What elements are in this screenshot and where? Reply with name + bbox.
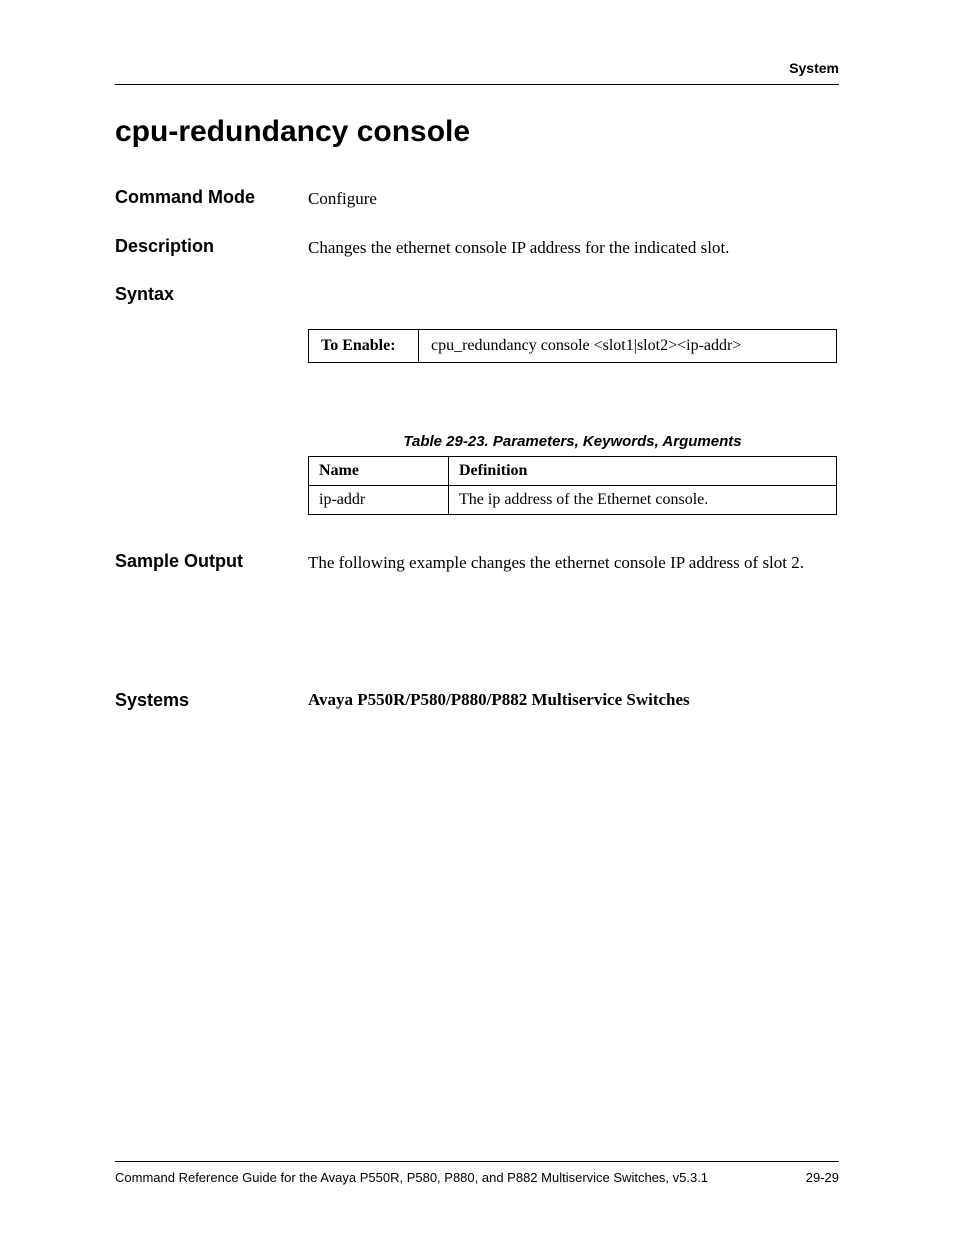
sample-output-value: The following example changes the ethern… [308, 551, 839, 576]
param-table: Name Definition ip-addr The ip address o… [308, 456, 837, 515]
description-label: Description [115, 236, 308, 257]
sample-output-row: Sample Output The following example chan… [115, 551, 839, 576]
param-name-cell: ip-addr [309, 486, 449, 515]
systems-label: Systems [115, 690, 308, 711]
syntax-table: To Enable: cpu_redundancy console <slot1… [308, 329, 837, 363]
command-mode-row: Command Mode Configure [115, 187, 839, 212]
description-row: Description Changes the ethernet console… [115, 236, 839, 261]
page-footer: Command Reference Guide for the Avaya P5… [115, 1161, 839, 1185]
systems-row: Systems Avaya P550R/P580/P880/P882 Multi… [115, 690, 839, 711]
param-table-row: ip-addr The ip address of the Ethernet c… [309, 486, 837, 515]
sample-output-label: Sample Output [115, 551, 308, 572]
syntax-enable-cmd: cpu_redundancy console <slot1|slot2><ip-… [419, 330, 837, 363]
header-section-label: System [115, 60, 839, 76]
footer-left: Command Reference Guide for the Avaya P5… [115, 1170, 708, 1185]
param-table-caption: Table 29-23. Parameters, Keywords, Argum… [308, 433, 837, 450]
command-mode-label: Command Mode [115, 187, 308, 208]
syntax-label: Syntax [115, 284, 308, 305]
syntax-enable-row: To Enable: cpu_redundancy console <slot1… [309, 330, 837, 363]
description-value: Changes the ethernet console IP address … [308, 236, 839, 261]
command-mode-value: Configure [308, 187, 839, 212]
param-def-cell: The ip address of the Ethernet console. [449, 486, 837, 515]
param-col-name: Name [309, 457, 449, 486]
page-title: cpu-redundancy console [115, 115, 839, 149]
syntax-enable-label: To Enable: [309, 330, 419, 363]
footer-rule [115, 1161, 839, 1162]
param-table-header-row: Name Definition [309, 457, 837, 486]
footer-page-number: 29-29 [806, 1170, 839, 1185]
header-rule [115, 84, 839, 85]
systems-value: Avaya P550R/P580/P880/P882 Multiservice … [308, 690, 839, 710]
param-col-definition: Definition [449, 457, 837, 486]
syntax-row: Syntax [115, 284, 839, 305]
